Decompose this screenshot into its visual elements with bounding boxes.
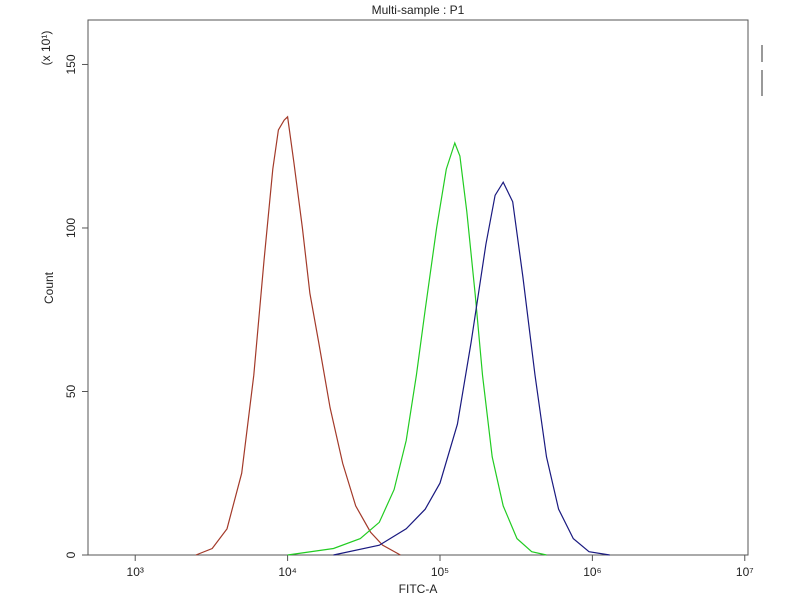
y-tick-label: 0 — [64, 551, 78, 558]
plot-frame — [87, 19, 749, 556]
y-axis-label: Count — [42, 271, 56, 304]
series-line — [287, 141, 547, 556]
y-tick-label: 50 — [64, 384, 78, 398]
x-tick-label: 10⁵ — [431, 565, 449, 579]
chart-title: Multi-sample : P1 — [372, 3, 465, 17]
y-tick-label: 100 — [64, 218, 78, 238]
x-tick-label: 10⁴ — [278, 565, 297, 579]
y-multiplier: (x 10¹) — [39, 31, 53, 66]
x-tick-label: 10³ — [127, 565, 144, 579]
series-line — [333, 180, 610, 556]
series-line — [195, 115, 401, 556]
x-tick-label: 10⁶ — [583, 565, 601, 579]
y-tick-label: 150 — [64, 54, 78, 74]
x-axis-label: FITC-A — [399, 582, 438, 596]
x-tick-label: 10⁷ — [736, 565, 754, 579]
